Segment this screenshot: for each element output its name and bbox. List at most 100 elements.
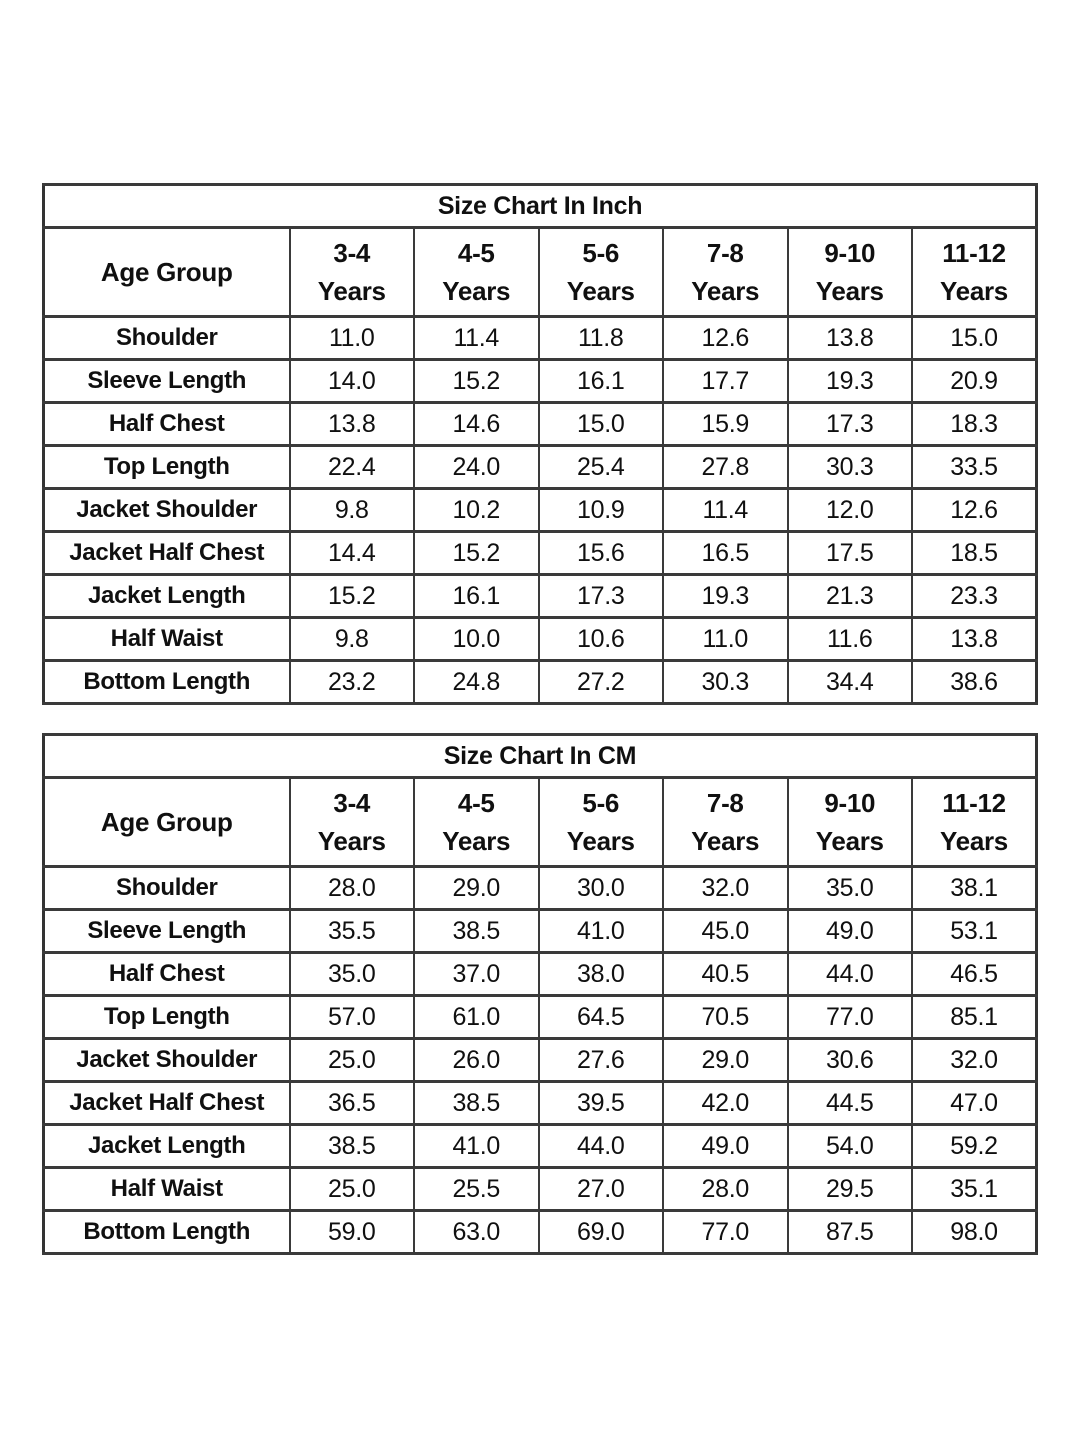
size-value: 44.0	[537, 1123, 664, 1169]
age-column-header: 9-10 Years	[786, 226, 913, 318]
size-value: 30.3	[786, 444, 913, 490]
size-value: 22.4	[288, 444, 415, 490]
size-value: 98.0	[911, 1209, 1038, 1255]
age-column-text: 11-12 Years	[913, 779, 1035, 865]
age-unit-text: Years	[566, 825, 635, 856]
size-value: 30.6	[786, 1037, 913, 1083]
size-value: 27.2	[537, 659, 664, 705]
size-value: 29.5	[786, 1166, 913, 1212]
age-column-text: 5-6 Years	[540, 229, 663, 315]
size-value: 45.0	[662, 908, 789, 954]
age-column-text: 4-5 Years	[415, 779, 538, 865]
age-column-header: 4-5 Years	[413, 226, 540, 318]
size-value: 15.2	[288, 573, 415, 619]
size-value: 27.6	[537, 1037, 664, 1083]
size-value: 15.2	[413, 358, 540, 404]
size-value: 14.4	[288, 530, 415, 576]
size-value: 16.1	[537, 358, 664, 404]
age-column-header: 9-10 Years	[786, 776, 913, 868]
size-value: 18.3	[911, 401, 1038, 447]
size-value: 13.8	[786, 315, 913, 361]
measurement-label: Shoulder	[42, 865, 291, 911]
table-row: Jacket Shoulder 9.8 10.2 10.9 11.4 12.0 12.6	[42, 487, 1038, 533]
age-column-header: 3-4 Years	[288, 776, 415, 868]
size-value: 70.5	[662, 994, 789, 1040]
age-unit-text: Years	[566, 275, 635, 306]
size-value: 25.5	[413, 1166, 540, 1212]
size-value: 30.0	[537, 865, 664, 911]
age-column-header: 7-8 Years	[662, 226, 789, 318]
size-value: 19.3	[786, 358, 913, 404]
age-range-text: 4-5	[457, 788, 495, 819]
size-value: 69.0	[537, 1209, 664, 1255]
size-value: 61.0	[413, 994, 540, 1040]
size-value: 15.9	[662, 401, 789, 447]
size-value: 57.0	[288, 994, 415, 1040]
column-header-row: Age Group 3-4 Years 4-5 Years 5-6 Years 7-8 Year…	[42, 776, 1038, 868]
table-row: Jacket Half Chest 14.4 15.2 15.6 16.5 17.5 18.…	[42, 530, 1038, 576]
measurement-label: Half Chest	[42, 401, 291, 447]
size-value: 37.0	[413, 951, 540, 997]
measurement-label: Jacket Shoulder	[42, 1037, 291, 1083]
age-unit-text: Years	[691, 825, 760, 856]
age-column-header: 11-12 Years	[911, 776, 1038, 868]
age-range-text: 7-8	[706, 788, 744, 819]
table-row: Half Chest 35.0 37.0 38.0 40.5 44.0 46.5	[42, 951, 1038, 997]
size-value: 29.0	[662, 1037, 789, 1083]
age-unit-text: Years	[317, 275, 386, 306]
size-value: 15.2	[413, 530, 540, 576]
column-header-row: Age Group 3-4 Years 4-5 Years 5-6 Years 7-8 Year…	[42, 226, 1038, 318]
table-row: Jacket Length 15.2 16.1 17.3 19.3 21.3 23.3	[42, 573, 1038, 619]
size-value: 63.0	[413, 1209, 540, 1255]
measurement-label: Jacket Half Chest	[42, 530, 291, 576]
size-value: 12.6	[662, 315, 789, 361]
measurement-label: Top Length	[42, 994, 291, 1040]
measurement-label: Half Waist	[42, 616, 291, 662]
size-value: 25.0	[288, 1166, 415, 1212]
size-chart-inch-table: Size Chart In Inch Age Group 3-4 Years 4-5 Ye…	[42, 183, 1038, 705]
table-row: Half Chest 13.8 14.6 15.0 15.9 17.3 18.3	[42, 401, 1038, 447]
size-value: 33.5	[911, 444, 1038, 490]
age-range-text: 11-12	[942, 238, 1006, 269]
size-value: 77.0	[662, 1209, 789, 1255]
size-value: 17.5	[786, 530, 913, 576]
measurement-label: Jacket Length	[42, 573, 291, 619]
size-value: 11.0	[662, 616, 789, 662]
age-column-header: 7-8 Years	[662, 776, 789, 868]
measurement-label: Sleeve Length	[42, 908, 291, 954]
measurement-label: Bottom Length	[42, 659, 291, 705]
age-column-text: 4-5 Years	[415, 229, 538, 315]
size-value: 77.0	[786, 994, 913, 1040]
size-value: 23.2	[288, 659, 415, 705]
size-value: 38.1	[911, 865, 1038, 911]
size-value: 18.5	[911, 530, 1038, 576]
table-row: Sleeve Length 35.5 38.5 41.0 45.0 49.0 53.1	[42, 908, 1038, 954]
size-value: 21.3	[786, 573, 913, 619]
age-column-text: 3-4 Years	[291, 779, 414, 865]
size-value: 41.0	[413, 1123, 540, 1169]
size-value: 15.6	[537, 530, 664, 576]
size-value: 35.0	[786, 865, 913, 911]
measurement-label: Jacket Half Chest	[42, 1080, 291, 1126]
size-value: 14.0	[288, 358, 415, 404]
measurement-label: Half Chest	[42, 951, 291, 997]
table-row: Jacket Half Chest 36.5 38.5 39.5 42.0 44.5 47.…	[42, 1080, 1038, 1126]
age-range-text: 9-10	[824, 238, 876, 269]
age-range-text: 5-6	[582, 788, 620, 819]
size-value: 10.0	[413, 616, 540, 662]
size-value: 11.6	[786, 616, 913, 662]
size-value: 32.0	[911, 1037, 1038, 1083]
size-value: 17.3	[786, 401, 913, 447]
size-value: 87.5	[786, 1209, 913, 1255]
size-value: 38.5	[288, 1123, 415, 1169]
table-title: Size Chart In CM	[42, 733, 1038, 779]
age-unit-text: Years	[691, 275, 760, 306]
size-value: 16.1	[413, 573, 540, 619]
age-group-header: Age Group	[42, 776, 291, 868]
size-value: 28.0	[288, 865, 415, 911]
size-value: 11.0	[288, 315, 415, 361]
measurement-label: Half Waist	[42, 1166, 291, 1212]
table-title: Size Chart In Inch	[42, 183, 1038, 229]
size-value: 39.5	[537, 1080, 664, 1126]
table-row: Top Length 22.4 24.0 25.4 27.8 30.3 33.5	[42, 444, 1038, 490]
